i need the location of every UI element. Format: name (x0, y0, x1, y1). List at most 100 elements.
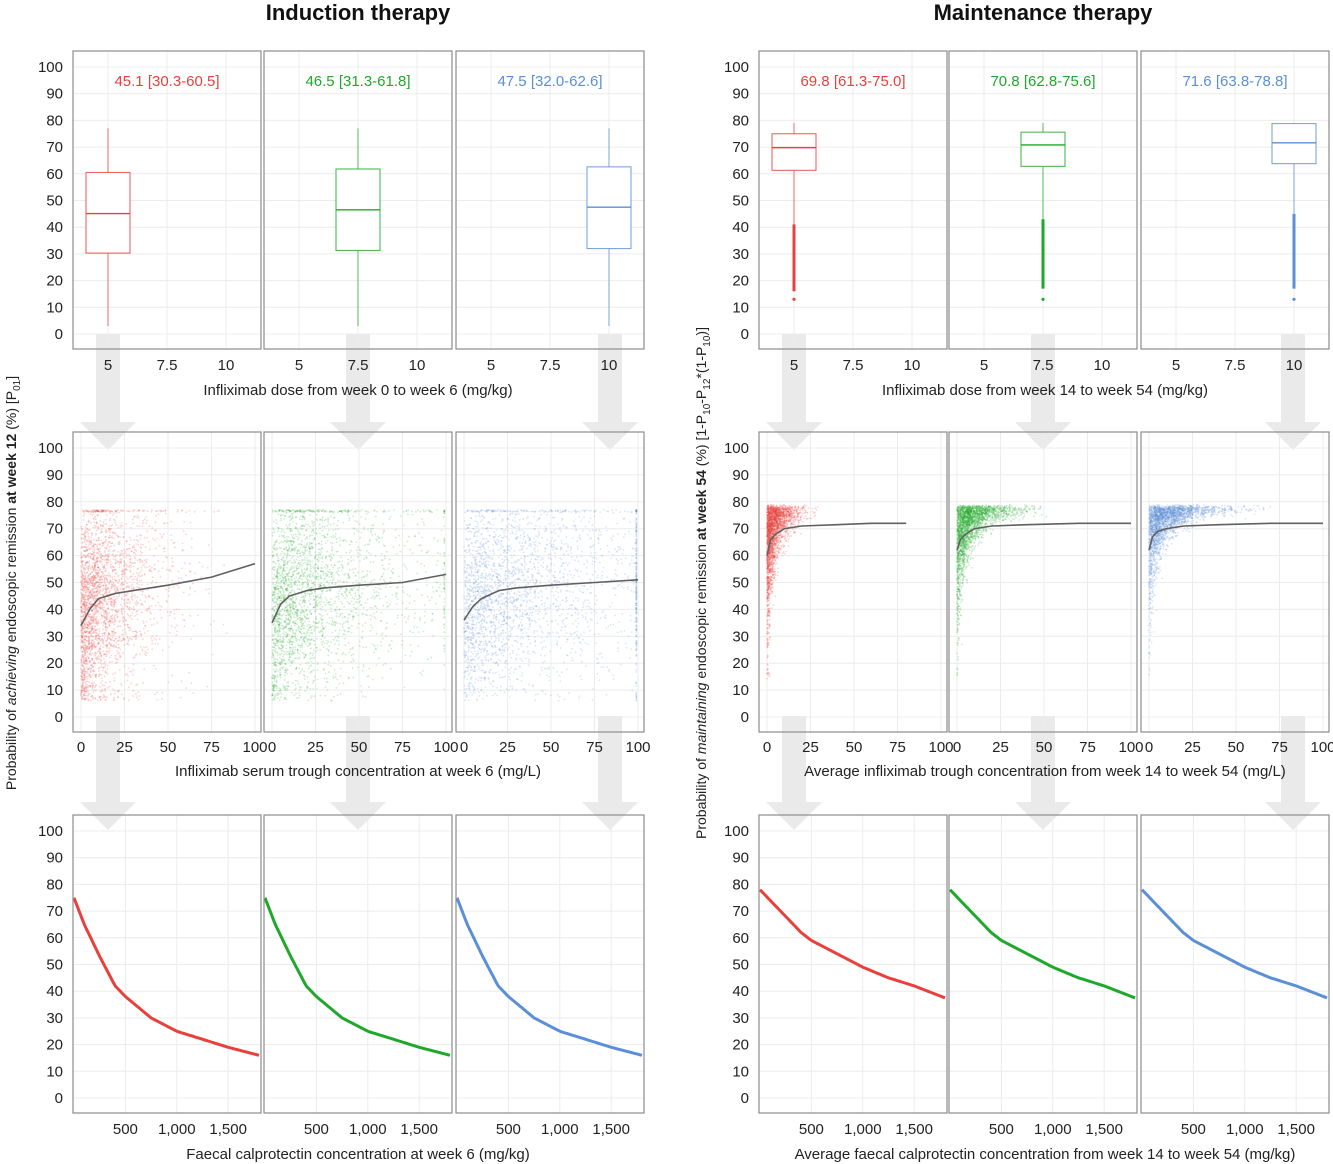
scatter-point (141, 648, 144, 651)
scatter-point (443, 598, 446, 600)
scatter-point (89, 650, 92, 653)
scatter-point (87, 555, 89, 557)
scatter-point (84, 529, 87, 532)
scatter-point (117, 535, 120, 538)
scatter-point (95, 617, 98, 620)
scatter-point (92, 618, 95, 621)
scatter-point (94, 629, 97, 632)
scatter-point (357, 530, 360, 533)
induction-title: Induction therapy (266, 0, 451, 25)
scatter-point (85, 550, 88, 552)
scatter-point (91, 545, 94, 548)
scatter-point (108, 559, 110, 561)
scatter-point (84, 605, 87, 608)
scatter-point (126, 612, 129, 615)
scatter-point (153, 664, 156, 667)
scatter-point (443, 616, 446, 618)
scatter-point (82, 602, 84, 605)
scatter-point (114, 578, 116, 581)
scatter-point (324, 572, 327, 575)
scatter-point (91, 688, 94, 690)
scatter-point (347, 574, 350, 576)
scatter-point (272, 606, 275, 608)
scatter-point (99, 600, 102, 603)
scatter-point (153, 563, 156, 566)
scatter-point (271, 692, 274, 695)
scatter-point (89, 580, 92, 582)
scatter-point (129, 670, 132, 673)
scatter-point (159, 510, 162, 513)
scatter-point (83, 660, 85, 663)
scatter-point (97, 543, 100, 546)
scatter-point (143, 668, 146, 670)
scatter-point (84, 511, 86, 513)
scatter-point (161, 535, 164, 538)
scatter-point (295, 597, 298, 600)
flow-arrow-6-2 (1265, 716, 1321, 830)
scatter-point (85, 604, 88, 607)
scatter-point (403, 524, 406, 527)
scatter-point (115, 572, 117, 575)
scatter-point (92, 569, 95, 572)
scatter-point (328, 645, 331, 647)
scatter-point (100, 621, 103, 624)
flow-arrow-2-1 (330, 334, 386, 450)
scatter-point (338, 536, 341, 539)
scatter-point (316, 572, 319, 575)
scatter-point (296, 623, 298, 626)
scatter-point (104, 634, 106, 636)
scatter-point (154, 643, 157, 645)
scatter-point (114, 590, 117, 593)
scatter-point (101, 578, 104, 580)
scatter-point (297, 549, 300, 552)
flow-arrow-4-1 (766, 334, 822, 450)
scatter-point (294, 583, 297, 586)
scatter-point (328, 622, 330, 625)
scatter-point (443, 565, 446, 567)
scatter-point (89, 591, 92, 593)
scatter-point (379, 578, 382, 581)
scatter-point (301, 588, 303, 590)
scatter-point (90, 667, 92, 670)
scatter-point (314, 626, 317, 629)
scatter-point (273, 642, 276, 645)
scatter-point (88, 566, 90, 569)
scatter-point (350, 624, 353, 627)
scatter-point (301, 624, 304, 627)
scatter-point (121, 613, 124, 615)
scatter-point (102, 573, 104, 575)
scatter-point (97, 621, 99, 624)
scatter-point (374, 515, 377, 518)
scatter-point (119, 620, 121, 622)
scatter-point (289, 540, 292, 542)
scatter-point (85, 578, 88, 580)
scatter-point (125, 549, 128, 551)
scatter-point (101, 632, 104, 635)
scatter-point (161, 510, 164, 513)
scatter-point (137, 691, 140, 693)
scatter-point (92, 599, 95, 601)
scatter-point (440, 590, 443, 593)
scatter-point (136, 576, 139, 579)
scatter-point (110, 583, 113, 585)
scatter-point (411, 552, 414, 555)
scatter-point (97, 566, 99, 569)
scatter-point (108, 623, 110, 625)
scatter-point (112, 595, 115, 598)
scatter-point (81, 698, 83, 701)
flow-arrow-6-1 (1265, 334, 1321, 450)
scatter-point (81, 684, 84, 687)
scatter-point (86, 571, 88, 574)
induction-box-xtick: 10 (218, 357, 235, 374)
scatter-point (102, 669, 104, 672)
scatter-point (290, 533, 293, 536)
scatter-point (111, 617, 114, 620)
scatter-point (117, 615, 119, 618)
scatter-point (309, 576, 311, 578)
scatter-point (283, 650, 286, 653)
scatter-point (92, 557, 94, 560)
scatter-point (91, 612, 94, 615)
scatter-point (296, 538, 299, 541)
scatter-point (90, 536, 93, 539)
